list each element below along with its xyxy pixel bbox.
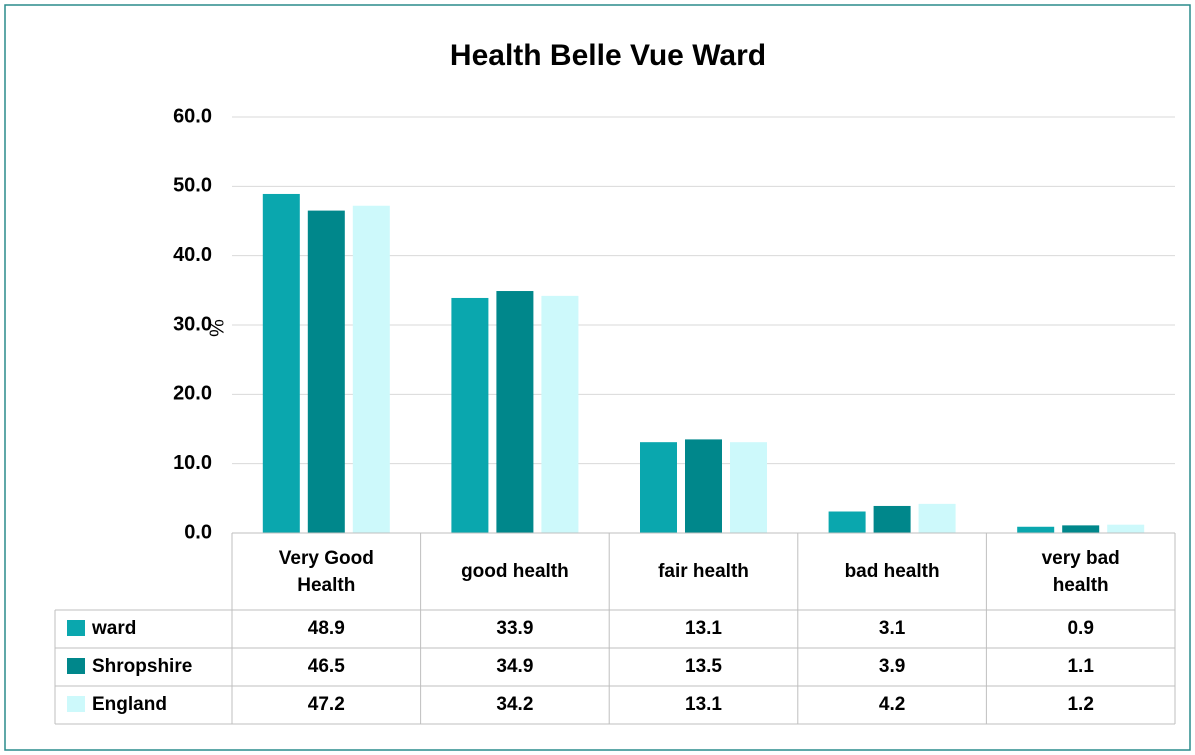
table-value: 13.1 bbox=[685, 618, 722, 639]
table-value: 0.9 bbox=[1067, 618, 1093, 639]
y-tick-label: 40.0 bbox=[173, 244, 212, 266]
y-tick-label: 30.0 bbox=[173, 313, 212, 335]
table-value: 34.9 bbox=[496, 656, 533, 677]
bar bbox=[496, 291, 534, 533]
table-value: 4.2 bbox=[879, 694, 905, 715]
legend-key bbox=[67, 658, 85, 674]
bar bbox=[1107, 524, 1145, 533]
chart-title: Health Belle Vue Ward bbox=[450, 39, 766, 72]
table-value: 1.2 bbox=[1067, 694, 1093, 715]
bar bbox=[352, 205, 390, 533]
bar bbox=[1017, 526, 1055, 533]
legend-label: England bbox=[92, 694, 167, 715]
x-tick-label: fair health bbox=[658, 561, 749, 582]
x-tick-label: good health bbox=[461, 561, 569, 582]
y-tick-label: 60.0 bbox=[173, 105, 212, 127]
y-axis-label: % bbox=[205, 319, 227, 337]
table-value: 46.5 bbox=[308, 656, 345, 677]
table-value: 13.5 bbox=[685, 656, 722, 677]
y-tick-label: 0.0 bbox=[184, 521, 212, 543]
bar bbox=[262, 193, 300, 533]
bar bbox=[451, 297, 489, 533]
legend-label: ward bbox=[91, 618, 136, 639]
legend-key bbox=[67, 620, 85, 636]
bar bbox=[918, 503, 956, 533]
table-value: 33.9 bbox=[496, 618, 533, 639]
table-value: 1.1 bbox=[1067, 656, 1094, 677]
bar bbox=[640, 442, 677, 533]
y-tick-label: 20.0 bbox=[173, 383, 212, 405]
chart-frame bbox=[4, 4, 1191, 751]
bar bbox=[541, 295, 579, 533]
bar bbox=[730, 442, 767, 533]
x-tick-label: bad health bbox=[844, 561, 940, 582]
bar bbox=[307, 210, 345, 533]
y-tick-label: 10.0 bbox=[173, 452, 212, 474]
table-value: 47.2 bbox=[308, 694, 345, 715]
bar bbox=[1062, 525, 1100, 533]
table-value: 48.9 bbox=[308, 618, 345, 639]
x-tick-label: Very Good Health bbox=[278, 547, 374, 596]
legend-label: Shropshire bbox=[92, 656, 192, 677]
table-value: 3.1 bbox=[879, 618, 906, 639]
bar bbox=[685, 439, 722, 533]
table-value: 13.1 bbox=[685, 694, 722, 715]
y-tick-label: 50.0 bbox=[173, 175, 212, 197]
bar bbox=[873, 505, 911, 533]
x-tick-label: very bad health bbox=[1041, 547, 1120, 596]
table-value: 3.9 bbox=[879, 656, 905, 677]
bar bbox=[828, 511, 866, 533]
table-value: 34.2 bbox=[496, 694, 533, 715]
legend-key bbox=[67, 696, 85, 712]
